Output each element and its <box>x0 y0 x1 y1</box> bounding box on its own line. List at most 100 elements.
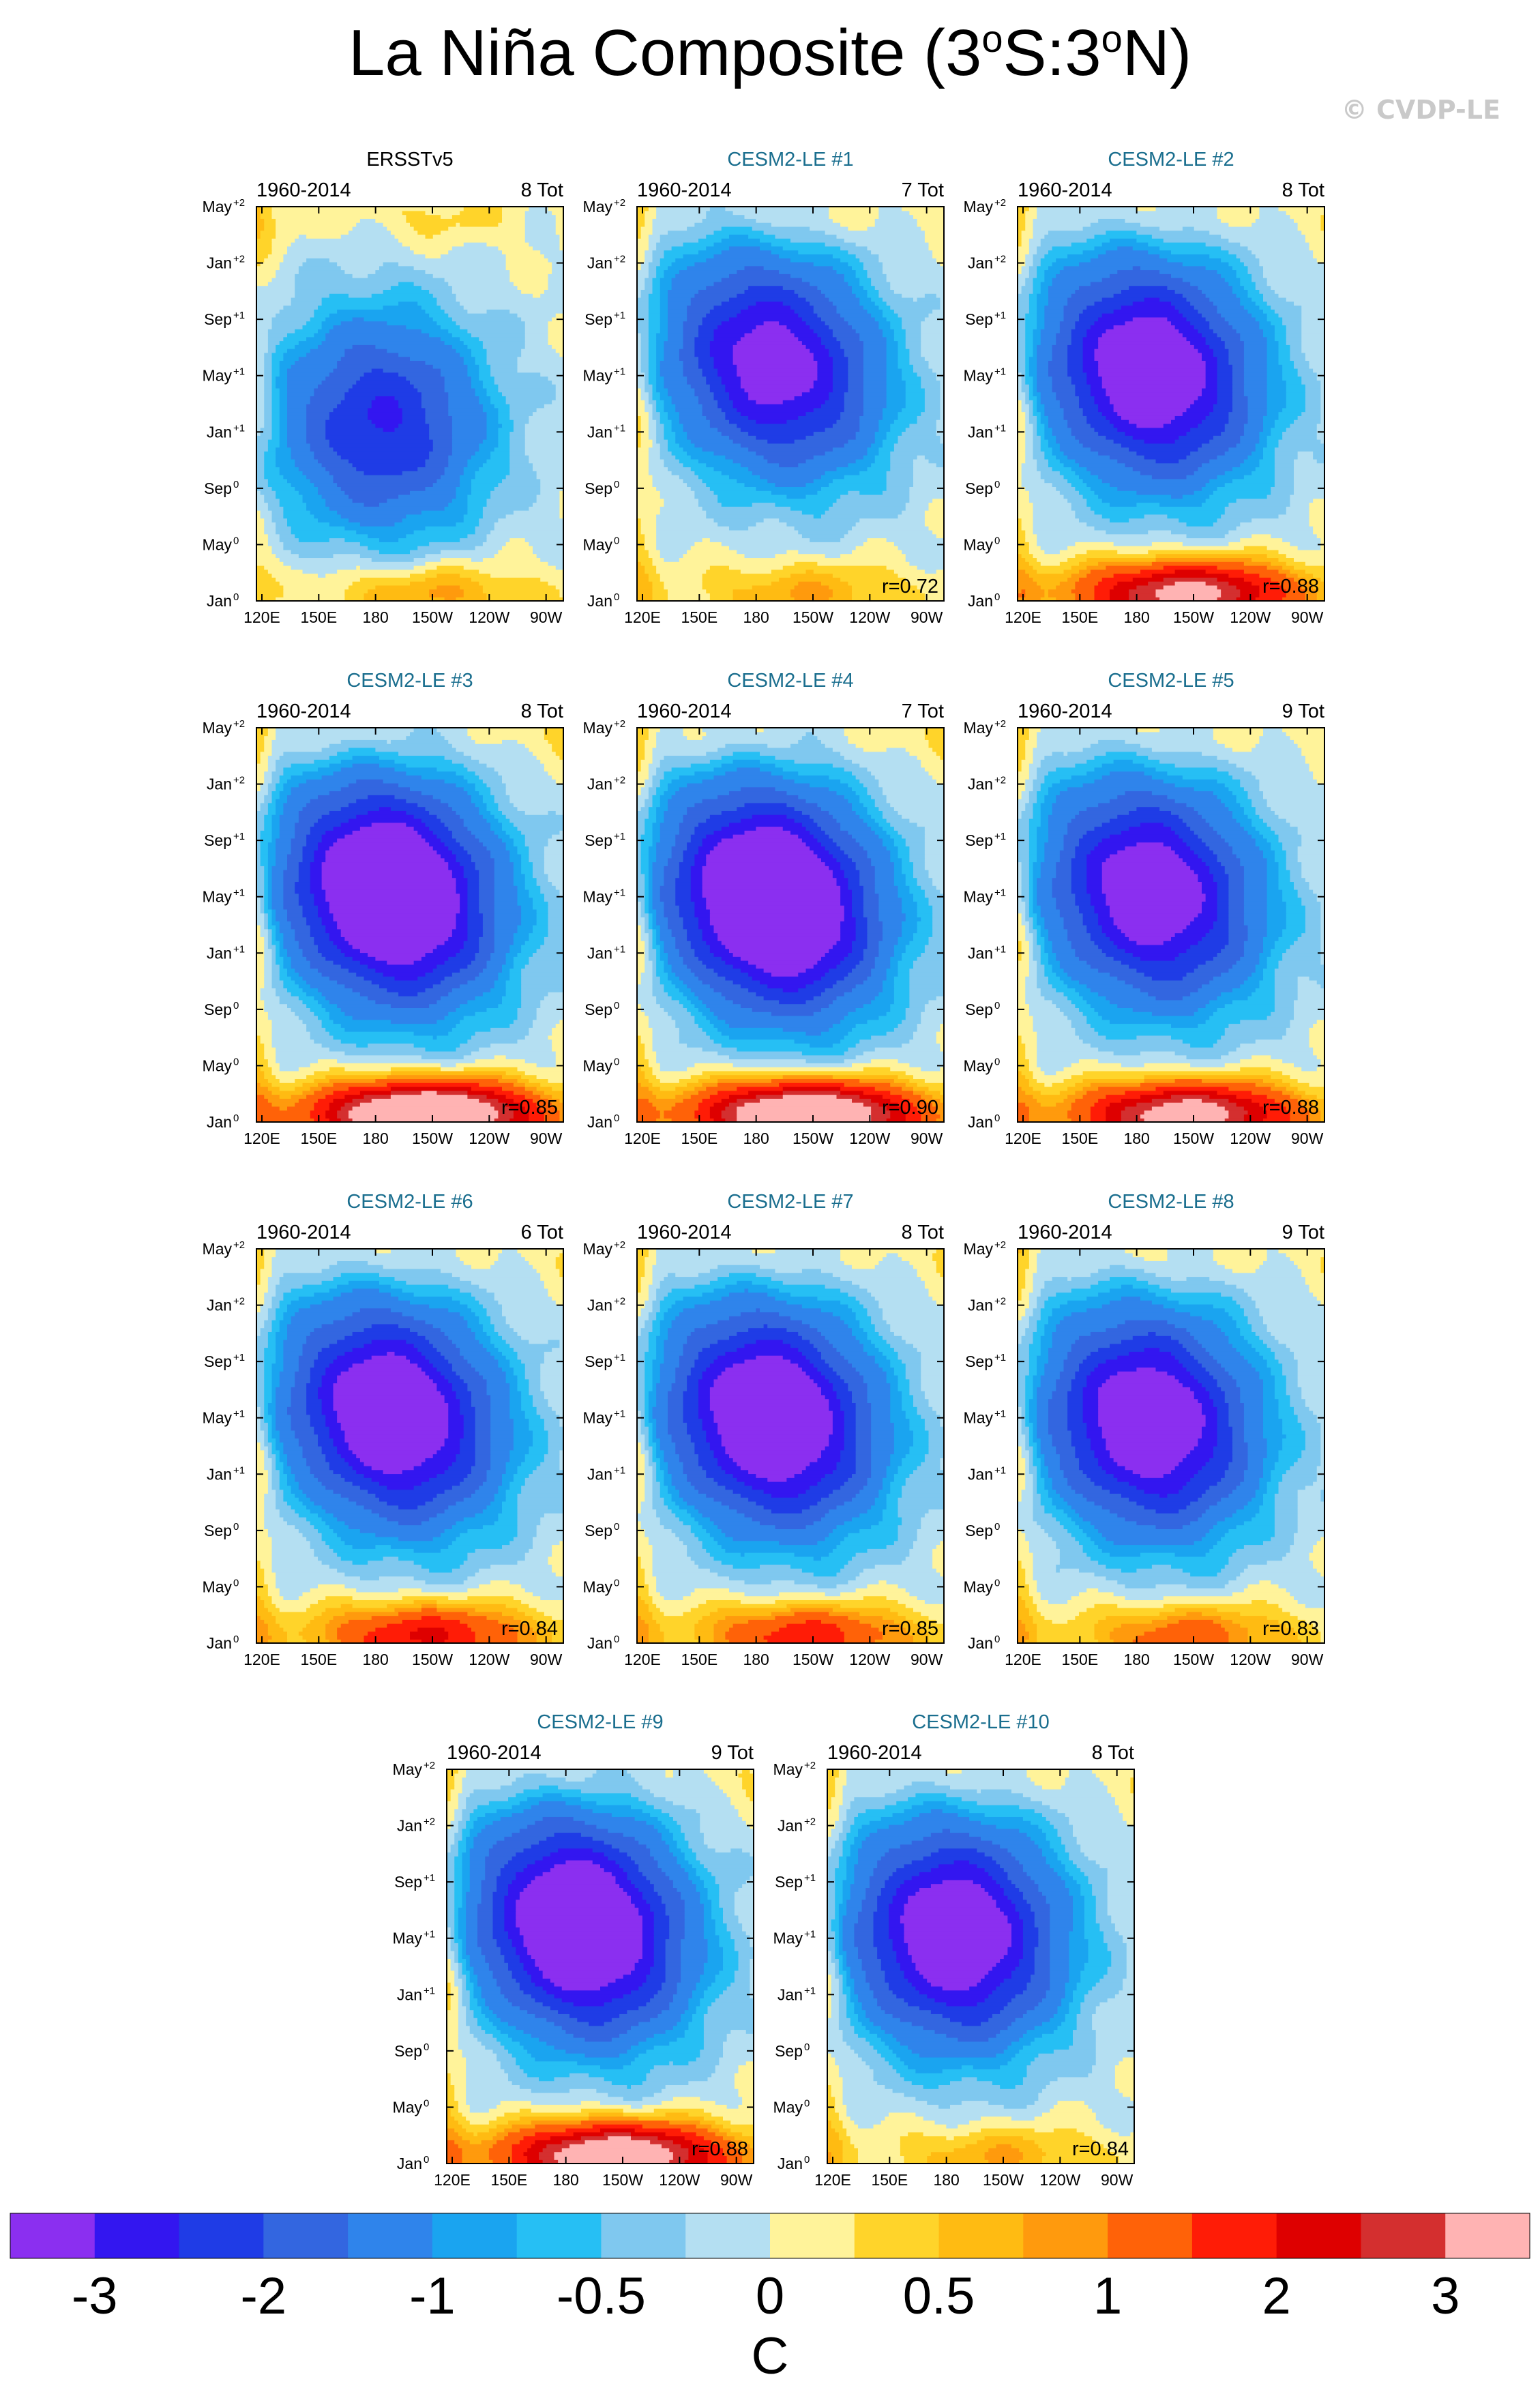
heatmap-cell <box>1018 376 1022 381</box>
heatmap-cell <box>421 791 468 795</box>
heatmap-cell <box>486 356 518 361</box>
heatmap-cell <box>406 771 457 776</box>
heatmap-cell <box>524 873 533 878</box>
heatmap-cell <box>1071 482 1087 487</box>
heatmap-cell <box>1205 384 1218 389</box>
heatmap-cell <box>694 387 711 393</box>
heatmap-cell <box>314 1078 330 1083</box>
heatmap-cell <box>271 897 284 902</box>
heatmap-cell <box>1106 435 1134 440</box>
heatmap-cell <box>890 455 918 460</box>
heatmap-cell <box>905 387 926 393</box>
heatmap-cell <box>494 913 522 918</box>
heatmap-cell <box>413 557 441 562</box>
heatmap-cell <box>463 207 503 211</box>
heatmap-cell <box>825 230 926 235</box>
heatmap-cell <box>548 332 564 338</box>
heatmap-cell <box>387 1082 479 1087</box>
heatmap-cell <box>494 941 514 945</box>
heatmap-cell <box>902 510 926 515</box>
heatmap-cell <box>1082 250 1106 254</box>
heatmap-cell <box>287 518 319 522</box>
heatmap-cell <box>340 265 380 271</box>
heatmap-cell <box>521 972 564 977</box>
heatmap-cell <box>456 494 468 499</box>
heatmap-cell <box>779 518 860 522</box>
heatmap-cell <box>1186 431 1221 436</box>
heatmap-cell <box>637 246 649 251</box>
heatmap-cell <box>1037 265 1049 271</box>
heatmap-cell <box>479 400 491 404</box>
heatmap-cell <box>533 873 549 878</box>
heatmap-cell <box>552 747 564 752</box>
heatmap-cell <box>637 281 645 286</box>
heatmap-cell <box>287 968 295 973</box>
heatmap-cell <box>829 210 879 216</box>
heatmap-cell <box>344 1012 449 1016</box>
heatmap-cell <box>1274 332 1287 338</box>
heatmap-cell <box>276 274 295 278</box>
heatmap-cell <box>509 795 564 799</box>
heatmap-cell <box>1079 404 1099 409</box>
heatmap-cell <box>314 857 326 863</box>
heatmap-cell <box>256 352 265 357</box>
heatmap-cell <box>1240 537 1283 542</box>
heatmap-cell <box>279 396 288 400</box>
heatmap-cell <box>1021 269 1030 274</box>
heatmap-cell <box>1136 230 1210 235</box>
heatmap-cell <box>555 392 564 397</box>
heatmap-cell <box>306 352 345 357</box>
heatmap-cell <box>448 329 468 334</box>
heatmap-cell <box>679 475 699 479</box>
heatmap-cell <box>356 779 384 784</box>
heatmap-cell <box>494 889 518 894</box>
heatmap-cell <box>1194 471 1226 475</box>
heatmap-cell <box>805 344 826 349</box>
heatmap-cell <box>740 411 807 416</box>
heatmap-cell <box>1037 246 1053 251</box>
heatmap-cell <box>536 1063 557 1067</box>
heatmap-cell <box>1271 321 1283 325</box>
heatmap-cell <box>1044 309 1065 314</box>
heatmap-cell <box>494 936 514 941</box>
heatmap-cell <box>276 936 284 941</box>
heatmap-cell <box>1098 451 1137 456</box>
heatmap-cell <box>1090 325 1114 329</box>
heatmap-cell <box>529 889 541 894</box>
heatmap-cell <box>425 1047 457 1052</box>
heatmap-cell <box>352 498 387 503</box>
heatmap-cell <box>1205 569 1245 574</box>
heatmap-cell <box>256 384 265 389</box>
heatmap-cell <box>1205 316 1226 322</box>
heatmap-cell <box>276 806 284 811</box>
heatmap-cell <box>805 321 826 325</box>
heatmap-cell <box>1040 585 1056 590</box>
heatmap-cell <box>291 838 307 843</box>
heatmap-cell <box>1305 569 1325 574</box>
heatmap-cell <box>1018 439 1026 444</box>
heatmap-cell <box>436 1019 460 1024</box>
heatmap-cell <box>256 826 265 831</box>
heatmap-cell <box>737 269 780 274</box>
heatmap-cell <box>256 435 273 440</box>
heatmap-cell <box>498 976 510 981</box>
heatmap-cell <box>832 502 906 507</box>
heatmap-cell <box>271 885 284 890</box>
heatmap-cell <box>1151 475 1187 479</box>
heatmap-cell <box>494 553 537 559</box>
heatmap-cell <box>260 850 269 855</box>
heatmap-cell <box>1040 396 1056 400</box>
heatmap-cell <box>1267 368 1283 373</box>
heatmap-cell <box>432 274 510 278</box>
heatmap-cell <box>552 834 564 839</box>
heatmap-cell <box>1037 344 1053 349</box>
heatmap-cell <box>1232 265 1249 271</box>
heatmap-cell <box>441 799 472 803</box>
heatmap-cell <box>1018 344 1026 349</box>
heatmap-cell <box>379 763 406 768</box>
heatmap-cell <box>1286 427 1318 432</box>
heatmap-cell <box>1209 297 1241 302</box>
heatmap-cell <box>456 486 472 491</box>
heatmap-cell <box>256 510 261 515</box>
heatmap-cell <box>295 289 384 294</box>
